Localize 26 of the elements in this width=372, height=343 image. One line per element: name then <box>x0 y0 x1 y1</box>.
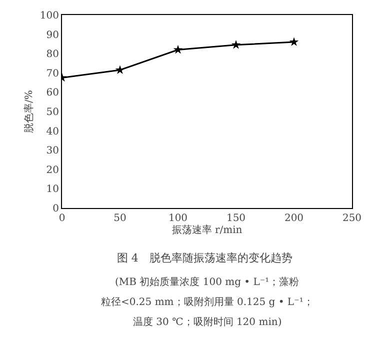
y-tick-label: 0 <box>52 204 59 214</box>
y-tick-label: 100 <box>40 10 59 22</box>
x-tick-label: 250 <box>342 213 362 224</box>
point <box>173 44 183 54</box>
y-tick-label: 90 <box>46 30 59 41</box>
text: 图 4 脱色率随振荡速率的变化趋势 <box>116 252 292 265</box>
text: 粒径<0.25 mm；吸附剂用量 0.125 g • L⁻¹； <box>101 296 314 308</box>
y-axis-title: 脱色率/% <box>23 90 35 133</box>
y-tick-label: 30 <box>46 146 59 157</box>
x-tick-label: 200 <box>284 213 304 224</box>
point <box>115 65 125 74</box>
y-tick-label: 50 <box>46 107 59 118</box>
x-tick-label: 100 <box>168 213 188 224</box>
y-tick-label: 40 <box>46 126 59 138</box>
y-tick-label: 80 <box>46 49 59 60</box>
y-tick-label: 70 <box>46 68 59 80</box>
x-tick-label: 150 <box>226 213 246 224</box>
text: (MB 初始质量浓度 100 mg • L⁻¹；藻粉 <box>115 276 300 288</box>
point <box>231 40 241 49</box>
y-tick-label: 10 <box>46 184 59 196</box>
y-tick-label: 60 <box>46 88 59 99</box>
point <box>289 37 299 46</box>
y-tick-label: 20 <box>46 164 59 176</box>
x-tick-label: 50 <box>114 213 126 224</box>
text: 温度 30 ℃；吸附时间 120 min) <box>133 316 282 328</box>
x-axis-title: 振荡速率 r/min <box>172 224 243 236</box>
